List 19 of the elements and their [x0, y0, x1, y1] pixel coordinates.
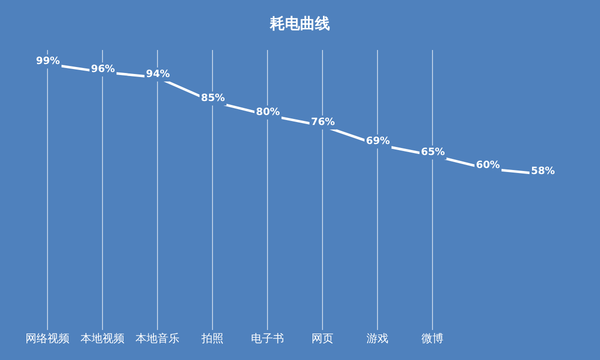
data-label: 76% — [311, 117, 335, 128]
x-tick-label: 拍照 — [200, 332, 224, 345]
data-label: 65% — [421, 147, 445, 158]
x-tick-label: 微博 — [422, 332, 444, 345]
x-tick-label: 网络视频 — [26, 332, 70, 345]
x-tick-label: 本地视频 — [80, 332, 124, 345]
data-label: 58% — [531, 166, 555, 177]
data-label: 69% — [366, 136, 390, 147]
chart-title: 耗电曲线 — [269, 14, 330, 32]
data-label: 80% — [256, 107, 280, 118]
x-tick-label: 游戏 — [366, 332, 388, 345]
data-label: 60% — [476, 160, 500, 171]
x-tick-label: 电子书 — [251, 332, 284, 345]
x-tick-label: 网页 — [312, 332, 334, 345]
data-label: 99% — [36, 56, 60, 67]
data-label: 94% — [146, 69, 170, 80]
data-label: 96% — [91, 64, 115, 75]
data-label: 85% — [201, 93, 225, 104]
x-tick-label: 本地音乐 — [136, 332, 180, 345]
